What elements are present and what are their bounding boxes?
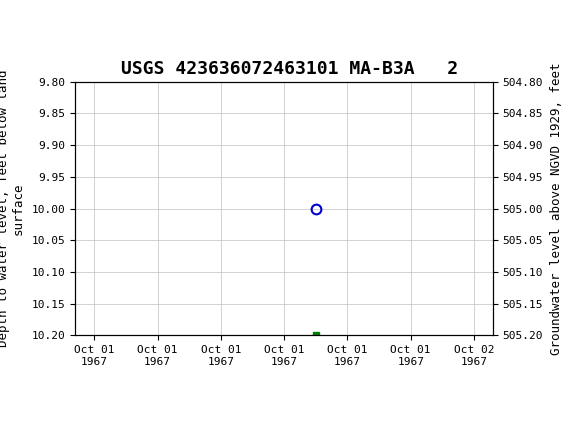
Text: USGS: USGS: [12, 10, 59, 29]
Text: USGS 423636072463101 MA-B3A   2: USGS 423636072463101 MA-B3A 2: [121, 60, 459, 78]
Y-axis label: Depth to water level, feet below land
surface: Depth to water level, feet below land su…: [0, 70, 25, 347]
FancyBboxPatch shape: [3, 4, 29, 35]
Y-axis label: Groundwater level above NGVD 1929, feet: Groundwater level above NGVD 1929, feet: [550, 62, 563, 355]
